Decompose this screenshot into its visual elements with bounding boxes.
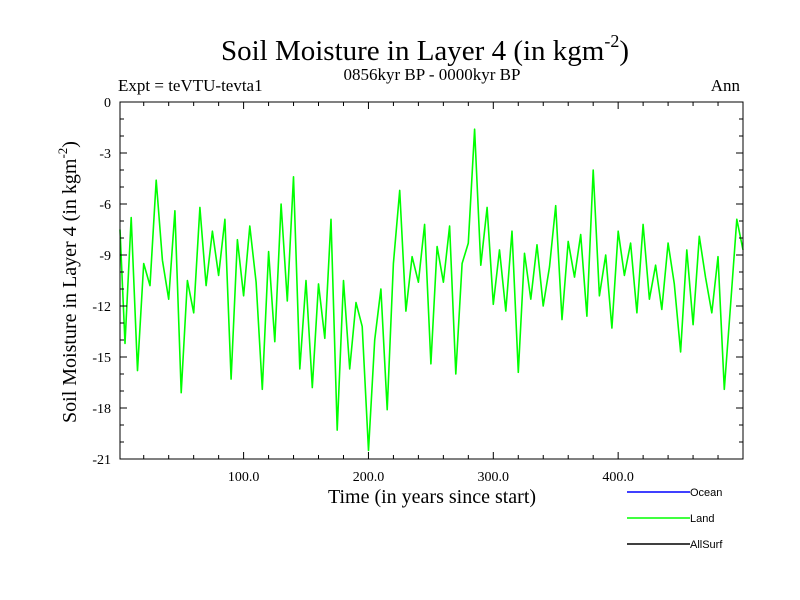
x-tick-label: 400.0 bbox=[602, 470, 634, 485]
y-tick-label: -9 bbox=[99, 249, 111, 264]
chart-title-main: Soil Moisture in Layer 4 (in kgm bbox=[221, 35, 605, 67]
y-tick-label: -18 bbox=[92, 402, 111, 417]
legend-label-ocean: Ocean bbox=[690, 487, 722, 499]
legend: Ocean Land AllSurf bbox=[627, 487, 723, 551]
y-tick-label: -6 bbox=[99, 198, 111, 213]
y-axis-label-superscript: -2 bbox=[55, 148, 70, 159]
svg-text:Soil Moisture in Layer 4 (in k: Soil Moisture in Layer 4 (in kgm-2) bbox=[55, 141, 81, 423]
y-tick-label: -3 bbox=[99, 147, 111, 162]
y-tick-label: -21 bbox=[92, 453, 111, 468]
y-tick-label: 0 bbox=[104, 96, 111, 111]
subtitle-period: 0856kyr BP - 0000kyr BP bbox=[344, 65, 521, 84]
chart-title: Soil Moisture in Layer 4 (in kgm-2) bbox=[221, 31, 629, 67]
y-axis-label-main: Soil Moisture in Layer 4 (in kgm bbox=[59, 158, 81, 423]
x-tick-label: 100.0 bbox=[228, 470, 260, 485]
plot-frame bbox=[119, 101, 744, 460]
legend-label-allsurf: AllSurf bbox=[690, 539, 723, 551]
legend-label-land: Land bbox=[690, 513, 714, 525]
y-axis-label-suffix: ) bbox=[59, 141, 81, 148]
y-tick-label: -12 bbox=[92, 300, 111, 315]
y-axis-label: Soil Moisture in Layer 4 (in kgm-2) bbox=[55, 141, 81, 423]
series-line-land bbox=[119, 128, 744, 452]
subtitle-season: Ann bbox=[711, 76, 741, 95]
chart-title-superscript: -2 bbox=[604, 31, 619, 51]
y-tick-label: -15 bbox=[92, 351, 111, 366]
x-tick-label: 200.0 bbox=[353, 470, 385, 485]
subtitle-experiment: Expt = teVTU-tevta1 bbox=[118, 76, 263, 95]
chart-title-suffix: ) bbox=[619, 35, 629, 67]
plot-area: 0 -3 -6 -9 -12 -15 -18 -21 100.0 200.0 300.0 400.0 bbox=[92, 96, 744, 485]
x-axis-label: Time (in years since start) bbox=[328, 486, 536, 508]
x-tick-label: 300.0 bbox=[478, 470, 510, 485]
